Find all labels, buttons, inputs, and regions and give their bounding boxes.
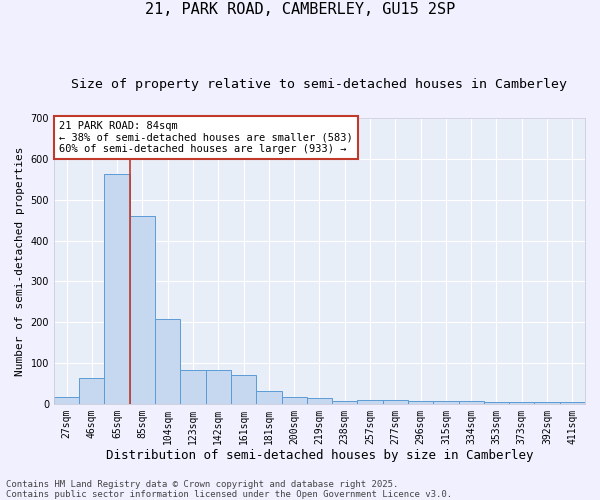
X-axis label: Distribution of semi-detached houses by size in Camberley: Distribution of semi-detached houses by … [106, 450, 533, 462]
Bar [256, 391, 281, 404]
Bar [535, 402, 560, 404]
Bar [181, 370, 206, 404]
Bar [332, 401, 358, 404]
Bar [231, 375, 256, 404]
Bar [458, 400, 484, 404]
Bar [383, 400, 408, 404]
Bar [281, 398, 307, 404]
Bar [408, 402, 433, 404]
Bar [206, 370, 231, 404]
Bar [79, 378, 104, 404]
Text: Contains HM Land Registry data © Crown copyright and database right 2025.
Contai: Contains HM Land Registry data © Crown c… [6, 480, 452, 499]
Bar [484, 402, 509, 404]
Bar [509, 402, 535, 404]
Bar [307, 398, 332, 404]
Bar [54, 398, 79, 404]
Bar [433, 401, 458, 404]
Bar [155, 318, 181, 404]
Text: 21 PARK ROAD: 84sqm
← 38% of semi-detached houses are smaller (583)
60% of semi-: 21 PARK ROAD: 84sqm ← 38% of semi-detach… [59, 121, 353, 154]
Bar [104, 174, 130, 404]
Title: Size of property relative to semi-detached houses in Camberley: Size of property relative to semi-detach… [71, 78, 568, 90]
Y-axis label: Number of semi-detached properties: Number of semi-detached properties [15, 146, 25, 376]
Bar [130, 216, 155, 404]
Text: 21, PARK ROAD, CAMBERLEY, GU15 2SP: 21, PARK ROAD, CAMBERLEY, GU15 2SP [145, 2, 455, 18]
Bar [560, 402, 585, 404]
Bar [358, 400, 383, 404]
